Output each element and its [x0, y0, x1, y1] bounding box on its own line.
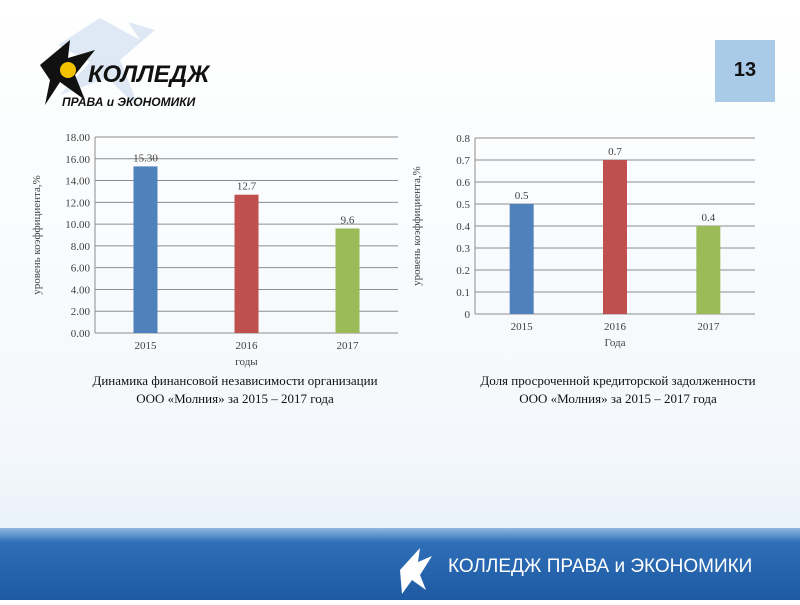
y-tick-label: 0.2 — [456, 265, 470, 277]
x-axis-label: Года — [604, 337, 625, 349]
logo-dot — [60, 62, 76, 78]
y-tick-label: 10.00 — [65, 219, 90, 231]
y-tick-label: 18.00 — [65, 132, 90, 144]
logo-line2: ПРАВА и ЭКОНОМИКИ — [62, 95, 196, 109]
bar — [335, 228, 360, 333]
y-tick-label: 8.00 — [71, 241, 91, 253]
value-label: 0.5 — [515, 190, 529, 202]
logo-star — [58, 18, 155, 110]
y-axis-label: уровень коэффициента,% — [31, 175, 43, 295]
value-label: 12.7 — [237, 181, 257, 193]
y-tick-label: 0.3 — [456, 243, 470, 255]
y-tick-label: 0 — [465, 309, 471, 321]
y-tick-label: 0.1 — [456, 287, 470, 299]
slide-number-box — [715, 40, 775, 102]
chart-caption: Динамика финансовой независимости органи… — [92, 373, 377, 388]
bar — [603, 160, 627, 314]
x-tick-label: 2016 — [236, 340, 259, 352]
y-tick-label: 4.00 — [71, 284, 91, 296]
y-tick-label: 2.00 — [71, 306, 91, 318]
chart-caption: ООО «Молния» за 2015 – 2017 года — [136, 391, 334, 406]
bar — [509, 204, 534, 314]
x-tick-label: 2017 — [697, 321, 720, 333]
y-tick-label: 0.00 — [71, 328, 91, 340]
y-tick-label: 16.00 — [65, 154, 90, 166]
x-tick-label: 2017 — [337, 340, 360, 352]
value-label: 9.6 — [341, 214, 355, 226]
y-tick-label: 0.4 — [456, 221, 470, 233]
x-tick-label: 2015 — [511, 321, 534, 333]
footer-band — [0, 528, 800, 600]
bar — [133, 166, 158, 333]
chart-caption: Доля просроченной кредиторской задолженн… — [480, 373, 755, 388]
value-label: 15.30 — [133, 152, 158, 164]
y-tick-label: 12.00 — [65, 197, 90, 209]
y-tick-label: 0.7 — [456, 155, 470, 167]
logo-line1: КОЛЛЕДЖ — [88, 61, 211, 88]
y-axis-label: уровень коэффициента,% — [411, 166, 423, 286]
chart-caption: ООО «Молния» за 2015 – 2017 года — [519, 391, 717, 406]
bar — [696, 226, 721, 314]
x-tick-label: 2016 — [604, 321, 627, 333]
value-label: 0.7 — [608, 146, 622, 158]
bar — [234, 194, 259, 333]
y-tick-label: 0.8 — [456, 133, 470, 145]
y-tick-label: 6.00 — [71, 263, 91, 275]
slide-number: 13 — [734, 59, 756, 81]
value-label: 0.4 — [701, 212, 715, 224]
x-axis-label: годы — [235, 356, 258, 368]
y-tick-label: 0.5 — [456, 199, 470, 211]
footer-text: КОЛЛЕДЖ ПРАВА и ЭКОНОМИКИ — [448, 556, 752, 577]
y-tick-label: 14.00 — [65, 176, 90, 188]
logo: КОЛЛЕДЖ ПРАВА и ЭКОНОМИКИ — [40, 18, 211, 110]
y-tick-label: 0.6 — [456, 177, 470, 189]
footer-logo — [400, 548, 432, 594]
x-tick-label: 2015 — [135, 340, 158, 352]
